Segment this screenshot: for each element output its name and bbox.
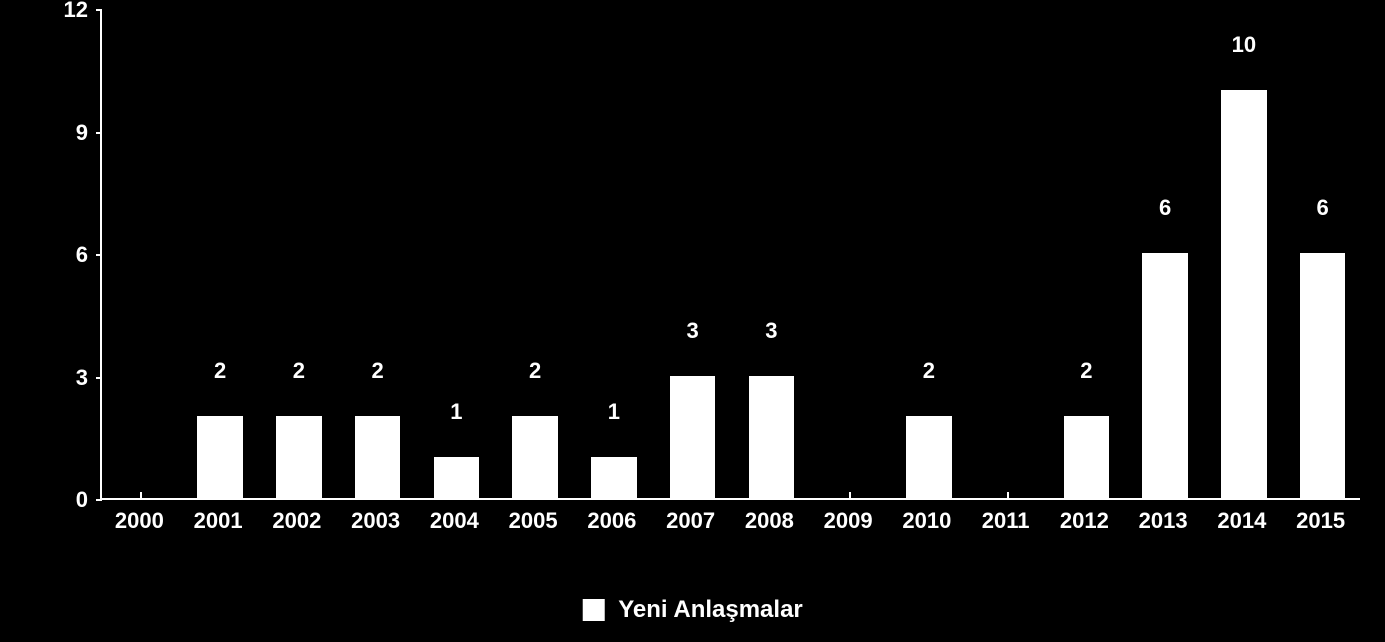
x-tick-label: 2006 bbox=[587, 508, 636, 534]
bar-value-label: 3 bbox=[765, 318, 777, 344]
x-tick-label: 2003 bbox=[351, 508, 400, 534]
y-axis: 036912 bbox=[60, 10, 96, 500]
x-tick-label: 2004 bbox=[430, 508, 479, 534]
x-tick bbox=[1164, 492, 1166, 499]
x-tick-label: 2010 bbox=[902, 508, 951, 534]
x-tick-label: 2013 bbox=[1139, 508, 1188, 534]
x-tick bbox=[534, 492, 536, 499]
x-tick-label: 2011 bbox=[982, 508, 1030, 534]
bar bbox=[512, 416, 558, 498]
x-tick bbox=[770, 492, 772, 499]
bar bbox=[1300, 253, 1346, 498]
legend: Yeni Anlaşmalar bbox=[582, 596, 803, 624]
legend-swatch bbox=[582, 599, 604, 621]
bar-value-label: 3 bbox=[687, 318, 699, 344]
bar bbox=[1064, 416, 1110, 498]
y-tick-label: 6 bbox=[76, 242, 88, 268]
y-tick bbox=[96, 132, 102, 134]
bar bbox=[670, 376, 716, 499]
y-tick bbox=[96, 9, 102, 11]
x-tick bbox=[1007, 492, 1009, 499]
bar bbox=[749, 376, 795, 499]
bar bbox=[1221, 90, 1267, 498]
x-tick-label: 2002 bbox=[272, 508, 321, 534]
x-tick bbox=[1243, 492, 1245, 499]
x-tick bbox=[849, 492, 851, 499]
bar bbox=[355, 416, 401, 498]
x-tick-label: 2014 bbox=[1217, 508, 1266, 534]
bar-value-label: 2 bbox=[372, 358, 384, 384]
x-tick-label: 2007 bbox=[666, 508, 715, 534]
x-tick bbox=[140, 492, 142, 499]
plot-area: 2 2 2 1 2 1 3 3 2 2 6 10 6 bbox=[100, 10, 1360, 500]
y-tick bbox=[96, 254, 102, 256]
x-tick bbox=[377, 492, 379, 499]
x-tick bbox=[1085, 492, 1087, 499]
bar-value-label: 2 bbox=[293, 358, 305, 384]
x-tick bbox=[692, 492, 694, 499]
bar-value-label: 2 bbox=[214, 358, 226, 384]
x-tick-label: 2001 bbox=[194, 508, 243, 534]
y-tick-label: 0 bbox=[76, 487, 88, 513]
x-tick-label: 2008 bbox=[745, 508, 794, 534]
bars-group: 2 2 2 1 2 1 3 3 2 2 6 10 6 bbox=[102, 10, 1360, 498]
x-tick bbox=[298, 492, 300, 499]
x-tick bbox=[613, 492, 615, 499]
bar-value-label: 2 bbox=[529, 358, 541, 384]
x-tick bbox=[455, 492, 457, 499]
x-tick bbox=[219, 492, 221, 499]
x-tick-label: 2000 bbox=[115, 508, 164, 534]
bar bbox=[906, 416, 952, 498]
y-tick-label: 3 bbox=[76, 365, 88, 391]
bar-value-label: 6 bbox=[1159, 195, 1171, 221]
x-tick-label: 2015 bbox=[1296, 508, 1345, 534]
bar bbox=[197, 416, 243, 498]
bar-value-label: 1 bbox=[450, 399, 462, 425]
x-tick-label: 2012 bbox=[1060, 508, 1109, 534]
legend-label: Yeni Anlaşmalar bbox=[618, 596, 803, 624]
bar bbox=[1142, 253, 1188, 498]
x-tick-label: 2005 bbox=[509, 508, 558, 534]
bar-value-label: 1 bbox=[608, 399, 620, 425]
y-tick bbox=[96, 377, 102, 379]
y-tick-label: 12 bbox=[64, 0, 88, 23]
y-tick-label: 9 bbox=[76, 120, 88, 146]
x-axis: 2000 2001 2002 2003 2004 2005 2006 2007 2008 2009… bbox=[100, 500, 1360, 540]
bar-value-label: 6 bbox=[1317, 195, 1329, 221]
bar-value-label: 2 bbox=[1080, 358, 1092, 384]
x-tick-label: 2009 bbox=[824, 508, 873, 534]
bar-value-label: 2 bbox=[923, 358, 935, 384]
x-tick bbox=[928, 492, 930, 499]
x-tick bbox=[1322, 492, 1324, 499]
bar-value-label: 10 bbox=[1232, 32, 1256, 58]
bar-chart: 036912 22212133226106 200020012002200320… bbox=[60, 10, 1370, 540]
bar bbox=[276, 416, 322, 498]
